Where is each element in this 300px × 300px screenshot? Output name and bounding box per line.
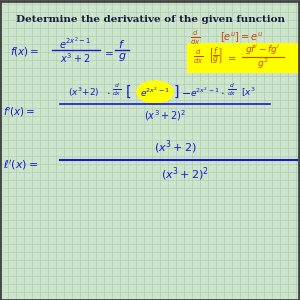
Text: $(x^3+2)^2$: $(x^3+2)^2$ [144, 109, 186, 123]
Text: $(x^3+2)^2$: $(x^3+2)^2$ [161, 165, 209, 183]
Text: $[$: $[$ [125, 84, 131, 100]
Text: $]$: $]$ [173, 84, 179, 100]
Text: $f$: $f$ [118, 38, 126, 50]
Text: $(x^3{+}2)$: $(x^3{+}2)$ [68, 85, 100, 99]
Text: $(x^3+2)$: $(x^3+2)$ [154, 138, 196, 156]
Text: $e^{2x^2-1}$: $e^{2x^2-1}$ [140, 85, 170, 99]
Text: $f'(x) =$: $f'(x) =$ [3, 105, 36, 119]
Text: $\left[\frac{f}{g}\right]$: $\left[\frac{f}{g}\right]$ [208, 46, 224, 68]
Text: $=$: $=$ [226, 52, 238, 62]
Ellipse shape [137, 81, 173, 103]
FancyBboxPatch shape [187, 43, 299, 73]
Text: $=$: $=$ [102, 47, 114, 57]
Text: $\cdot$: $\cdot$ [220, 87, 224, 97]
Text: $\frac{d}{dx}$: $\frac{d}{dx}$ [227, 82, 237, 98]
Text: $e^{2x^2-1}$: $e^{2x^2-1}$ [59, 35, 91, 51]
Text: $\frac{d}{dx}$: $\frac{d}{dx}$ [190, 29, 200, 47]
Text: Determine the derivative of the given function: Determine the derivative of the given fu… [16, 15, 284, 24]
Text: $f(x) =$: $f(x) =$ [10, 46, 40, 59]
Text: $\frac{d}{dx}$: $\frac{d}{dx}$ [112, 82, 122, 98]
Text: $g$: $g$ [118, 51, 126, 63]
Text: $-$: $-$ [181, 87, 191, 97]
Text: $\ell'(x) =$: $\ell'(x) =$ [3, 158, 38, 172]
Text: $\frac{d}{dx}$: $\frac{d}{dx}$ [193, 48, 203, 66]
Text: $\cdot$: $\cdot$ [106, 87, 110, 97]
Text: $[e^u] = e^u$: $[e^u] = e^u$ [220, 31, 263, 45]
Text: $[x^3$: $[x^3$ [241, 85, 255, 99]
Text: $e^{2x^2-1}$: $e^{2x^2-1}$ [190, 85, 220, 99]
Text: $gf'-fg'$: $gf'-fg'$ [245, 44, 281, 56]
Text: $x^3+2$: $x^3+2$ [60, 51, 90, 65]
Text: $g^2$: $g^2$ [257, 57, 269, 71]
